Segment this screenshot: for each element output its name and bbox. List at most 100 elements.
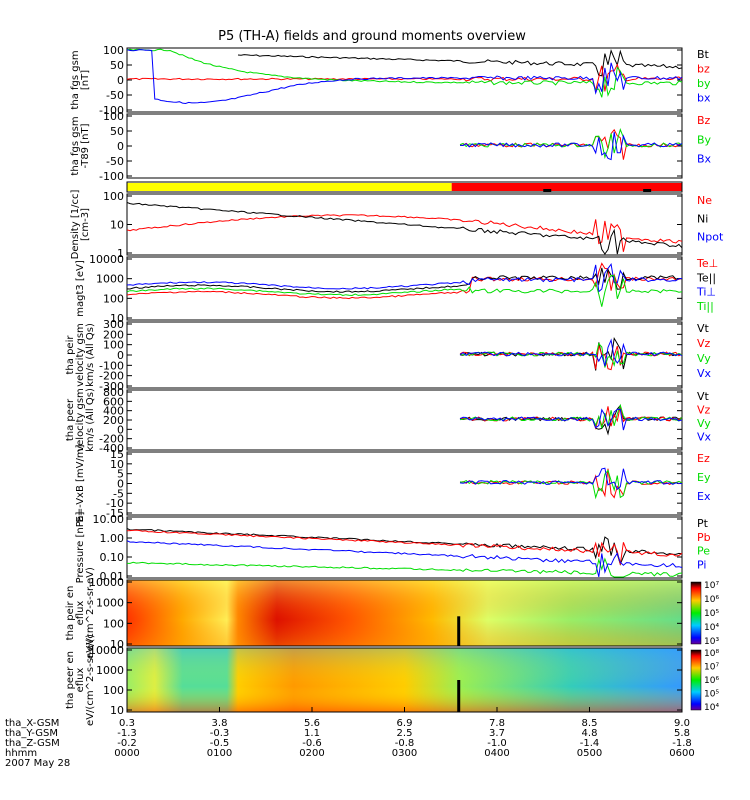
y-axis-label: velocity gsm — [75, 323, 86, 387]
date-label: 2007 May 28 — [5, 758, 70, 769]
y-axis-label: [cm-3] — [80, 208, 91, 241]
legend-Ex: Ex — [697, 490, 711, 503]
y-axis-label: tha peer — [65, 398, 76, 441]
y-tick-label: -200 — [99, 433, 124, 446]
y-axis-label: -T89 [nT] — [80, 123, 91, 168]
y-tick-label: -300 — [99, 380, 124, 393]
mode-bar-mark — [643, 189, 652, 192]
y-tick-label: 10 — [110, 219, 124, 232]
legend-Pe: Pe — [697, 545, 710, 558]
mode-bar-mark — [543, 189, 552, 192]
y-axis-label: velocity gsm — [75, 388, 86, 452]
mode-bar-red — [451, 183, 682, 191]
y-tick-label: 800 — [103, 386, 124, 399]
z-gsm-label: -0.8 — [395, 738, 415, 749]
y-tick-label: 1.00 — [100, 532, 125, 545]
hhmm-label: 0300 — [392, 748, 417, 759]
hhmm-label: 0100 — [207, 748, 232, 759]
y-tick-label: 0 — [117, 74, 124, 87]
legend-Npot: Npot — [697, 231, 724, 244]
trace-Ni — [126, 202, 683, 255]
legend-Vx: Vx — [697, 367, 712, 380]
y-tick-label: -5 — [113, 487, 124, 500]
data-gap-bar — [457, 680, 461, 712]
panel-2: 100 50 0 -50 -100 tha fgs gsm -T89 [nT] Bz By Bx — [70, 110, 712, 183]
trace-Vy — [459, 342, 683, 368]
y-tick-label: 10 — [110, 458, 124, 471]
trace-Ti|| — [126, 274, 683, 307]
panel-frame — [126, 47, 683, 113]
legend-Ne: Ne — [697, 194, 712, 207]
trace-Vz — [459, 345, 683, 371]
legend-Vt: Vt — [697, 390, 710, 403]
colorbar — [690, 581, 702, 645]
legend-Pt: Pt — [697, 517, 709, 530]
y-tick-label: 5 — [117, 468, 124, 481]
row-label: tha_X-GSM — [5, 718, 59, 729]
y-gsm-label: 4.8 — [582, 728, 598, 739]
y-tick-label: 0 — [117, 423, 124, 436]
y-tick-label: 0.01 — [100, 570, 125, 583]
y-axis-label: eV/(cm^2-s-sr-eV) — [85, 634, 96, 726]
colorbar-label: 10⁵ — [704, 690, 719, 700]
y-axis-label: Pressure [nPa] — [75, 512, 86, 584]
trace-Ez — [459, 468, 683, 499]
hhmm-label: 0600 — [669, 748, 694, 759]
y-gsm-label: -0.3 — [210, 728, 230, 739]
x-gsm-label: 0.3 — [119, 718, 135, 729]
y-tick-label: 10000 — [89, 253, 124, 266]
trace-Ne — [126, 214, 683, 252]
spectrogram-shade — [127, 648, 682, 712]
legend-By: By — [697, 133, 712, 146]
trace-Pi — [126, 540, 683, 578]
colorbar-label: 10⁴ — [704, 623, 719, 633]
trace-Ti⊥ — [126, 262, 683, 293]
y-tick-label: 400 — [103, 405, 124, 418]
panel-frame — [126, 256, 683, 321]
hhmm-label: 0200 — [299, 748, 324, 759]
z-gsm-label: -1.4 — [580, 738, 600, 749]
trace-Ex — [459, 467, 683, 491]
y-axis-label: tha fgs gsm — [70, 116, 81, 175]
legend-Pb: Pb — [697, 531, 711, 544]
legend-Vz: Vz — [697, 337, 711, 350]
y-axis-label: E=-VxB [mV/m] — [75, 444, 86, 522]
x-gsm-label: 7.8 — [489, 718, 505, 729]
trace-by — [126, 48, 683, 98]
z-gsm-label: -0.2 — [117, 738, 137, 749]
trace-bz — [126, 63, 683, 92]
y-tick-label: 100 — [103, 292, 124, 305]
y-tick-label: -15 — [106, 507, 124, 520]
panel-frame — [126, 321, 683, 389]
y-tick-label: 100 — [103, 110, 124, 123]
panel-10: 10⁷ 10⁶ 10⁵ 10⁴ 10³ 10000 1000 100 10 tha peir en… — [65, 567, 719, 659]
colorbar-label: 10⁴ — [704, 703, 719, 713]
colorbar-label: 10⁵ — [704, 609, 719, 619]
y-axis-label: tha peir en — [65, 586, 76, 641]
z-gsm-label: -1.8 — [672, 738, 692, 749]
panel-frame — [126, 113, 683, 179]
row-label: tha_Y-GSM — [5, 728, 58, 739]
legend-bz: bz — [697, 63, 710, 76]
y-axis-label: tha peer en — [65, 651, 76, 709]
trace-Pe — [127, 557, 683, 578]
y-tick-label: 1000 — [96, 597, 124, 610]
x-gsm-label: 5.6 — [304, 718, 320, 729]
panel-11: 10⁸ 10⁷ 10⁶ 10⁵ 10⁴ 10000 1000 100 10 tha peer en… — [65, 634, 719, 726]
y-tick-label: -100 — [99, 170, 124, 183]
x-gsm-label: 9.0 — [674, 718, 690, 729]
panel-frame — [126, 451, 683, 516]
panel-frame — [126, 181, 683, 193]
y-tick-label: -100 — [99, 104, 124, 117]
y-gsm-label: 2.5 — [397, 728, 413, 739]
y-tick-label: -50 — [106, 155, 124, 168]
row-label: hhmm — [5, 748, 37, 759]
colorbar-label: 10⁷ — [704, 581, 719, 591]
y-tick-label: -200 — [99, 370, 124, 383]
panel-frame — [126, 579, 683, 647]
hhmm-label: 0500 — [577, 748, 602, 759]
